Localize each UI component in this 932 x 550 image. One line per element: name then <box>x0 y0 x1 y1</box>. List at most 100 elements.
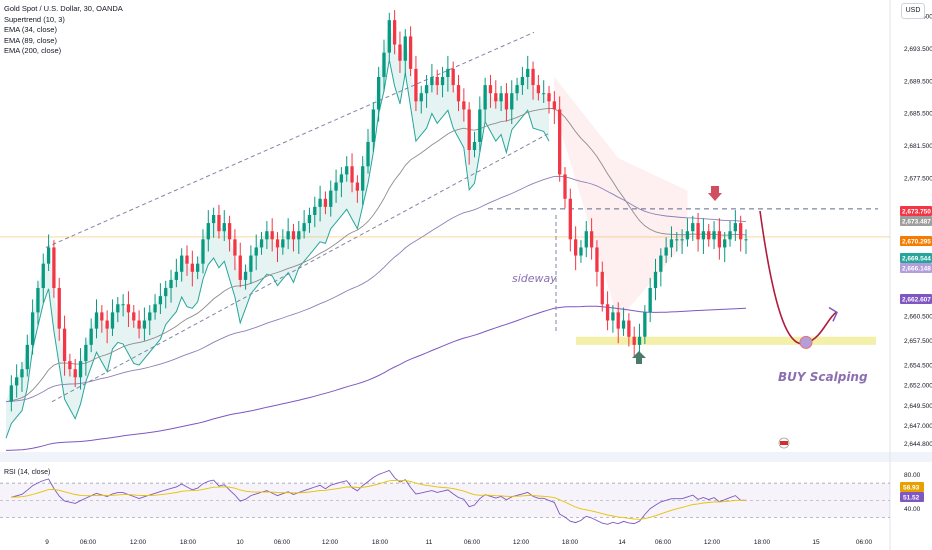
ema89-line <box>5 175 747 403</box>
candle-body <box>659 255 663 272</box>
candle-body <box>717 231 722 248</box>
indicator-ema89[interactable]: EMA (89, close) <box>4 35 57 45</box>
rsi-tick-label: 40.00 <box>904 506 921 513</box>
x-tick-label: 06:00 <box>655 539 672 546</box>
candle-body <box>531 68 535 86</box>
candle-body <box>345 166 349 175</box>
candle-body <box>584 231 588 248</box>
rsi-background <box>0 462 890 530</box>
candle-body <box>291 231 296 240</box>
candle-body <box>515 85 519 94</box>
candle-body <box>382 52 386 77</box>
candle-body <box>558 109 562 175</box>
candle-body <box>62 328 67 362</box>
candle-body <box>281 239 285 248</box>
x-tick-label: 12:00 <box>704 539 721 546</box>
price-tag-label: 2,670.295 <box>902 239 931 246</box>
candle-body <box>132 312 136 321</box>
rsi-tag-label: 58.93 <box>903 485 920 492</box>
candle-body <box>196 263 200 272</box>
x-tick-label: 9 <box>45 539 49 546</box>
candle-body <box>392 20 397 45</box>
rsi-tag-label: 51.52 <box>903 495 920 502</box>
candle-body <box>419 93 423 102</box>
x-tick-label: 06:00 <box>80 539 97 546</box>
supertrend-fill-bull <box>6 20 549 439</box>
indicator-ema34[interactable]: EMA (34, close) <box>4 25 57 34</box>
candle-body <box>318 198 322 207</box>
indicator-ema200[interactable]: EMA (200, close) <box>4 46 62 55</box>
candle-body <box>520 76 525 86</box>
candle-body <box>222 223 226 232</box>
candle-body <box>605 304 610 321</box>
y-tick-label: 2,689.500 <box>904 78 932 85</box>
currency-button[interactable]: USD <box>901 3 925 19</box>
candle-body <box>600 271 604 305</box>
candle-body <box>499 93 503 102</box>
candle-body <box>84 344 88 362</box>
candle-body <box>653 271 658 289</box>
ema34-line <box>5 107 747 403</box>
candle-body <box>41 263 45 289</box>
candle-body <box>696 223 700 240</box>
candle-body <box>526 68 530 77</box>
candle-body <box>462 101 466 110</box>
candle-body <box>595 247 599 272</box>
candle-body <box>387 20 391 53</box>
channel-lower <box>51 133 549 403</box>
candle-body <box>100 312 104 321</box>
candle-body <box>254 247 258 256</box>
candle-body <box>259 239 264 248</box>
candle-body <box>563 174 567 199</box>
rsi-tag <box>900 492 924 502</box>
candle-body <box>94 312 99 329</box>
chart-title[interactable]: Gold Spot / U.S. Dollar, 30, OANDA <box>4 4 123 13</box>
candle-body <box>589 231 594 248</box>
price-tag <box>900 236 932 246</box>
candle-body <box>723 239 727 248</box>
candle-body <box>685 231 690 240</box>
candle-body <box>350 166 354 183</box>
candle-body <box>164 288 168 297</box>
candle-body <box>739 223 743 240</box>
candle-body <box>611 312 615 321</box>
candle-body <box>137 320 141 329</box>
candle-body <box>227 223 232 240</box>
annotations: sideway BUY Scalping <box>512 186 868 449</box>
rsi-tick-label: 80.00 <box>904 472 921 479</box>
indicator-supertrend[interactable]: Supertrend (10, 3) <box>4 14 65 24</box>
candle-body <box>669 239 674 248</box>
candle-body <box>398 44 402 61</box>
candle-body <box>632 336 636 345</box>
candle-body <box>302 223 306 232</box>
candle-body <box>46 247 51 264</box>
x-tick-label: 12:00 <box>322 539 339 546</box>
candle-body <box>14 377 19 386</box>
candle-body <box>36 288 40 313</box>
candle-body <box>552 101 556 110</box>
candle-body <box>52 247 56 289</box>
candle-body <box>712 231 716 240</box>
candles <box>9 10 748 412</box>
down-arrow-icon <box>708 186 722 201</box>
candle-body <box>366 141 370 167</box>
candle-body <box>430 76 434 86</box>
candle-body <box>249 255 253 272</box>
rsi-legend[interactable]: RSI (14, close) <box>4 469 51 476</box>
candle-body <box>371 109 375 142</box>
candle-body <box>73 369 77 378</box>
candle-body <box>9 385 13 402</box>
x-tick-label: 18:00 <box>562 539 579 546</box>
candle-body <box>691 223 695 232</box>
x-tick-label: 06:00 <box>856 539 873 546</box>
candle-body <box>116 304 120 313</box>
y-tick-label: 2,652.000 <box>904 383 932 390</box>
candle-body <box>126 304 131 313</box>
x-tick-label: 12:00 <box>130 539 147 546</box>
candle-body <box>680 239 684 241</box>
candle-body <box>313 206 317 215</box>
rsi-ma-line <box>11 479 746 520</box>
candle-body <box>169 279 173 289</box>
